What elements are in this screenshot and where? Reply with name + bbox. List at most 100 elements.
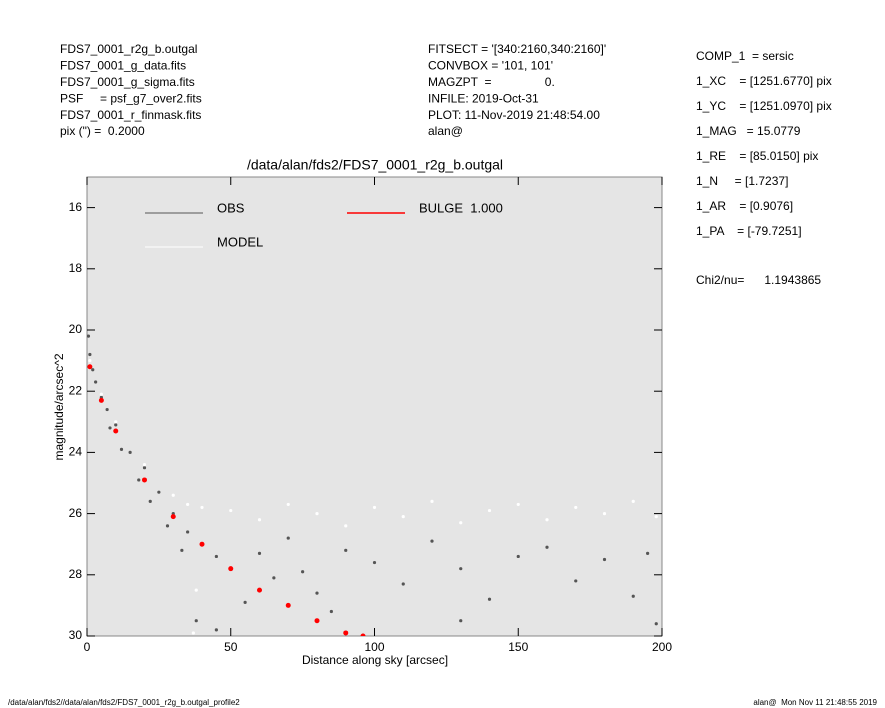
point [602, 557, 607, 562]
plot-area [86, 176, 663, 637]
point [114, 423, 118, 427]
point [459, 521, 463, 525]
header-left-line: FDS7_0001_g_sigma.fits [60, 75, 195, 89]
point [344, 524, 348, 528]
point [459, 619, 463, 623]
point [119, 447, 124, 451]
point [128, 450, 132, 454]
point [186, 502, 190, 507]
point [142, 477, 147, 483]
point [315, 511, 319, 516]
header-right-line: 1_MAG = 15.0779 [696, 124, 801, 138]
legend-label: OBS [217, 200, 245, 215]
point [574, 579, 578, 583]
point [194, 619, 198, 623]
point [98, 397, 104, 403]
point [343, 630, 349, 636]
legend-label: BULGE 1.000 [419, 200, 503, 215]
point [200, 505, 204, 510]
point [631, 594, 635, 598]
point [329, 609, 333, 614]
header-right-line: 1_N = [1.7237] [696, 174, 788, 188]
y-tick-label: 28 [69, 567, 83, 581]
point [229, 508, 233, 513]
x-tick-label: 150 [508, 640, 528, 654]
point [214, 628, 218, 632]
header-right-line: 1_YC = [1251.0970] pix [696, 99, 832, 113]
point [157, 490, 161, 494]
point [180, 548, 184, 552]
point [272, 576, 276, 580]
header-left-line: pix (") = 0.2000 [60, 124, 145, 138]
point [105, 407, 109, 412]
point [170, 514, 176, 520]
x-tick-label: 200 [652, 640, 672, 654]
point [88, 352, 92, 357]
point [108, 426, 112, 430]
point [574, 505, 578, 510]
point [401, 515, 405, 519]
point [646, 551, 650, 555]
footer-left: /data/alan/fds2//data/alan/fds2/FDS7_000… [8, 698, 240, 707]
y-tick-label: 16 [69, 200, 83, 214]
point [142, 463, 147, 467]
header-center-line: FITSECT = '[340:2160,340:2160]' [428, 42, 606, 56]
point [257, 551, 262, 555]
point [91, 368, 95, 372]
point [654, 515, 658, 519]
header-center-line: PLOT: 11-Nov-2019 21:48:54.00 [428, 108, 600, 122]
footer-right: alan@ Mon Nov 11 21:48:55 2019 [753, 698, 877, 707]
header-left-line: FDS7_0001_g_data.fits [60, 59, 186, 73]
header-center-line: MAGZPT = 0. [428, 75, 555, 89]
legend-label: MODEL [217, 234, 263, 249]
point [286, 536, 290, 540]
header-right-line: COMP_1 = sersic [696, 49, 794, 63]
point [94, 380, 98, 384]
point [430, 499, 434, 503]
point [516, 502, 520, 507]
header-right-line: 1_AR = [0.9076] [696, 199, 793, 213]
point [487, 597, 492, 601]
point [401, 582, 405, 586]
x-tick-label: 50 [224, 640, 238, 654]
y-tick-label: 20 [69, 322, 83, 336]
point [545, 518, 549, 522]
point [148, 499, 152, 503]
y-tick-label: 24 [69, 445, 83, 459]
header-right-line: 1_XC = [1251.6770] pix [696, 74, 832, 88]
point [191, 631, 195, 635]
y-tick-label: 18 [69, 261, 83, 275]
header-center-line: CONVBOX = '101, 101' [428, 59, 553, 73]
y-tick-label: 26 [69, 506, 83, 520]
point [602, 511, 607, 516]
point [372, 560, 377, 565]
point [87, 364, 93, 370]
point [137, 478, 141, 482]
point [372, 505, 377, 510]
point [314, 618, 320, 624]
header-center-line: INFILE: 2019-Oct-31 [428, 91, 539, 105]
point [243, 600, 247, 604]
y-axis-label: magnitude/arcsec^2 [52, 353, 66, 460]
y-tick-label: 22 [69, 383, 83, 397]
point [199, 541, 205, 547]
point [654, 622, 658, 626]
point [459, 567, 463, 571]
point [99, 392, 103, 396]
point [257, 587, 262, 593]
point [87, 334, 91, 338]
header-left-line: FDS7_0001_r2g_b.outgal [60, 42, 197, 56]
header-center-line: alan@ [428, 124, 463, 138]
point [545, 545, 549, 549]
point [631, 499, 635, 503]
chi2: Chi2/nu= 1.1943865 [696, 273, 821, 287]
point [142, 466, 147, 470]
header-left-line: PSF = psf_g7_over2.fits [60, 91, 202, 105]
point [114, 420, 118, 424]
point [285, 602, 291, 608]
header-right-line: 1_RE = [85.0150] pix [696, 149, 818, 163]
header-left-line: FDS7_0001_r_finmask.fits [60, 108, 201, 122]
point [360, 633, 366, 636]
marks [87, 334, 658, 636]
